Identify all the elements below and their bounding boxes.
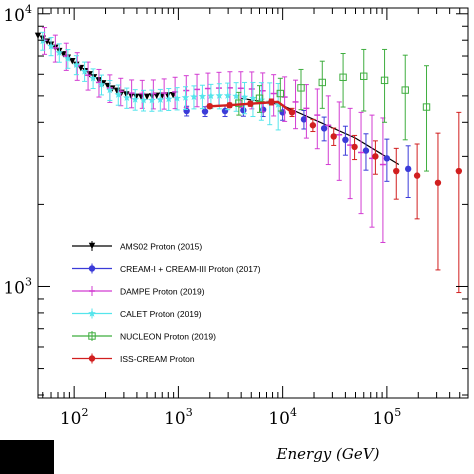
- data-point: [249, 94, 257, 102]
- data-point: [360, 72, 368, 80]
- data-point: [351, 143, 358, 151]
- data-point: [255, 94, 264, 102]
- data-point: [156, 95, 165, 103]
- data-point: [274, 100, 282, 108]
- data-point: [127, 92, 135, 100]
- series-iss-cream-proton: [206, 98, 463, 294]
- data-point: [339, 73, 347, 81]
- data-point: [88, 355, 96, 362]
- data-point: [455, 167, 463, 175]
- x-tick-label: 103: [164, 406, 193, 429]
- data-point: [434, 179, 442, 186]
- data-point: [190, 92, 198, 101]
- data-point: [148, 96, 156, 104]
- data-point: [232, 92, 240, 100]
- data-point: [362, 147, 370, 154]
- legend-label: NUCLEON Proton (2019): [120, 332, 216, 342]
- data-point: [88, 265, 96, 272]
- data-point: [106, 86, 114, 94]
- black-bar: [0, 440, 54, 474]
- data-point: [206, 103, 213, 110]
- data-point: [330, 133, 337, 140]
- data-point: [183, 107, 190, 115]
- legend-entry: AMS02 Proton (2015): [72, 241, 202, 252]
- data-series-layer: [34, 27, 463, 294]
- legend-entry: CREAM-I + CREAM-III Proton (2017): [72, 263, 261, 274]
- data-point: [173, 94, 181, 102]
- y-tick-label: 103: [3, 275, 32, 298]
- data-point: [64, 54, 72, 62]
- legend-label: CALET Proton (2019): [120, 309, 202, 319]
- data-point: [226, 102, 233, 109]
- data-point: [60, 51, 67, 58]
- x-tick-label: 105: [373, 406, 402, 429]
- x-axis-title: Energy (GeV): [276, 445, 380, 463]
- data-point: [123, 93, 131, 101]
- data-point: [288, 109, 296, 116]
- data-point: [300, 116, 308, 123]
- data-point: [77, 64, 85, 72]
- data-point: [143, 93, 151, 101]
- data-point: [223, 91, 232, 99]
- x-tick-label: 104: [268, 406, 297, 429]
- data-point: [72, 60, 81, 68]
- y-tick-label: 104: [3, 3, 32, 26]
- data-point: [139, 96, 148, 104]
- legend-label: DAMPE Proton (2019): [120, 287, 205, 297]
- data-point: [114, 90, 123, 98]
- legend-label: AMS02 Proton (2015): [120, 242, 202, 252]
- legend-label: ISS-CREAM Proton: [120, 354, 195, 364]
- data-point: [89, 74, 97, 82]
- data-point: [268, 98, 275, 106]
- data-point: [88, 242, 96, 250]
- series-cream-i-cream-iii-proton-2017-: [183, 102, 412, 198]
- legend-entry: DAMPE Proton (2019): [72, 286, 205, 297]
- data-point: [247, 100, 254, 107]
- legend-entry: NUCLEON Proton (2019): [72, 331, 216, 342]
- data-point: [97, 80, 106, 88]
- data-point: [80, 67, 89, 75]
- data-point: [276, 89, 285, 98]
- x-tick-label: 102: [60, 406, 89, 429]
- plot-frame: [37, 7, 469, 399]
- data-point: [55, 48, 64, 56]
- legend: AMS02 Proton (2015) CREAM-I + CREAM-III P…: [72, 241, 261, 364]
- data-point: [240, 93, 249, 101]
- data-point: [309, 122, 317, 129]
- legend-entry: CALET Proton (2019): [72, 308, 202, 319]
- data-point: [215, 91, 224, 99]
- data-point: [181, 93, 190, 101]
- data-point: [207, 91, 215, 100]
- data-point: [164, 95, 173, 103]
- data-point: [342, 136, 349, 144]
- data-point: [88, 332, 96, 340]
- data-point: [198, 92, 207, 100]
- legend-label: CREAM-I + CREAM-III Proton (2017): [120, 264, 261, 274]
- data-point: [318, 78, 326, 87]
- data-point: [393, 167, 400, 175]
- data-point: [132, 93, 140, 101]
- series-ams02-proton-2015-: [34, 32, 400, 166]
- data-point: [104, 82, 111, 90]
- data-point: [123, 91, 130, 98]
- legend-entry: ISS-CREAM Proton: [72, 353, 195, 364]
- data-point: [404, 165, 412, 173]
- data-point: [47, 42, 55, 50]
- data-point: [422, 103, 431, 111]
- data-point: [88, 309, 96, 317]
- data-point: [138, 93, 145, 101]
- axes: 102103104105106103104: [3, 3, 469, 429]
- data-point: [69, 58, 76, 65]
- series-calet-proton-2019-: [39, 31, 282, 131]
- data-point: [401, 86, 409, 94]
- data-point: [413, 172, 421, 179]
- data-point: [131, 95, 139, 103]
- data-point: [380, 76, 389, 85]
- data-point: [297, 84, 305, 92]
- data-point: [320, 125, 328, 132]
- data-point: [201, 108, 209, 115]
- data-point: [372, 153, 379, 160]
- data-point: [383, 155, 391, 162]
